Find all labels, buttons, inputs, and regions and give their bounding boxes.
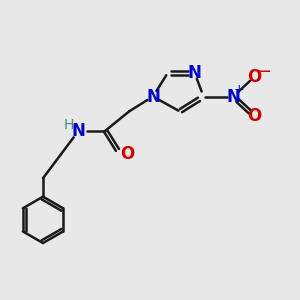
Text: O: O bbox=[247, 107, 261, 125]
Text: N: N bbox=[72, 122, 86, 140]
Text: N: N bbox=[188, 64, 202, 82]
Text: N: N bbox=[146, 88, 160, 106]
Text: O: O bbox=[121, 146, 135, 164]
Text: +: + bbox=[234, 83, 244, 97]
Text: N: N bbox=[226, 88, 240, 106]
Text: H: H bbox=[64, 118, 74, 132]
Text: −: − bbox=[256, 63, 271, 81]
Text: O: O bbox=[247, 68, 261, 86]
